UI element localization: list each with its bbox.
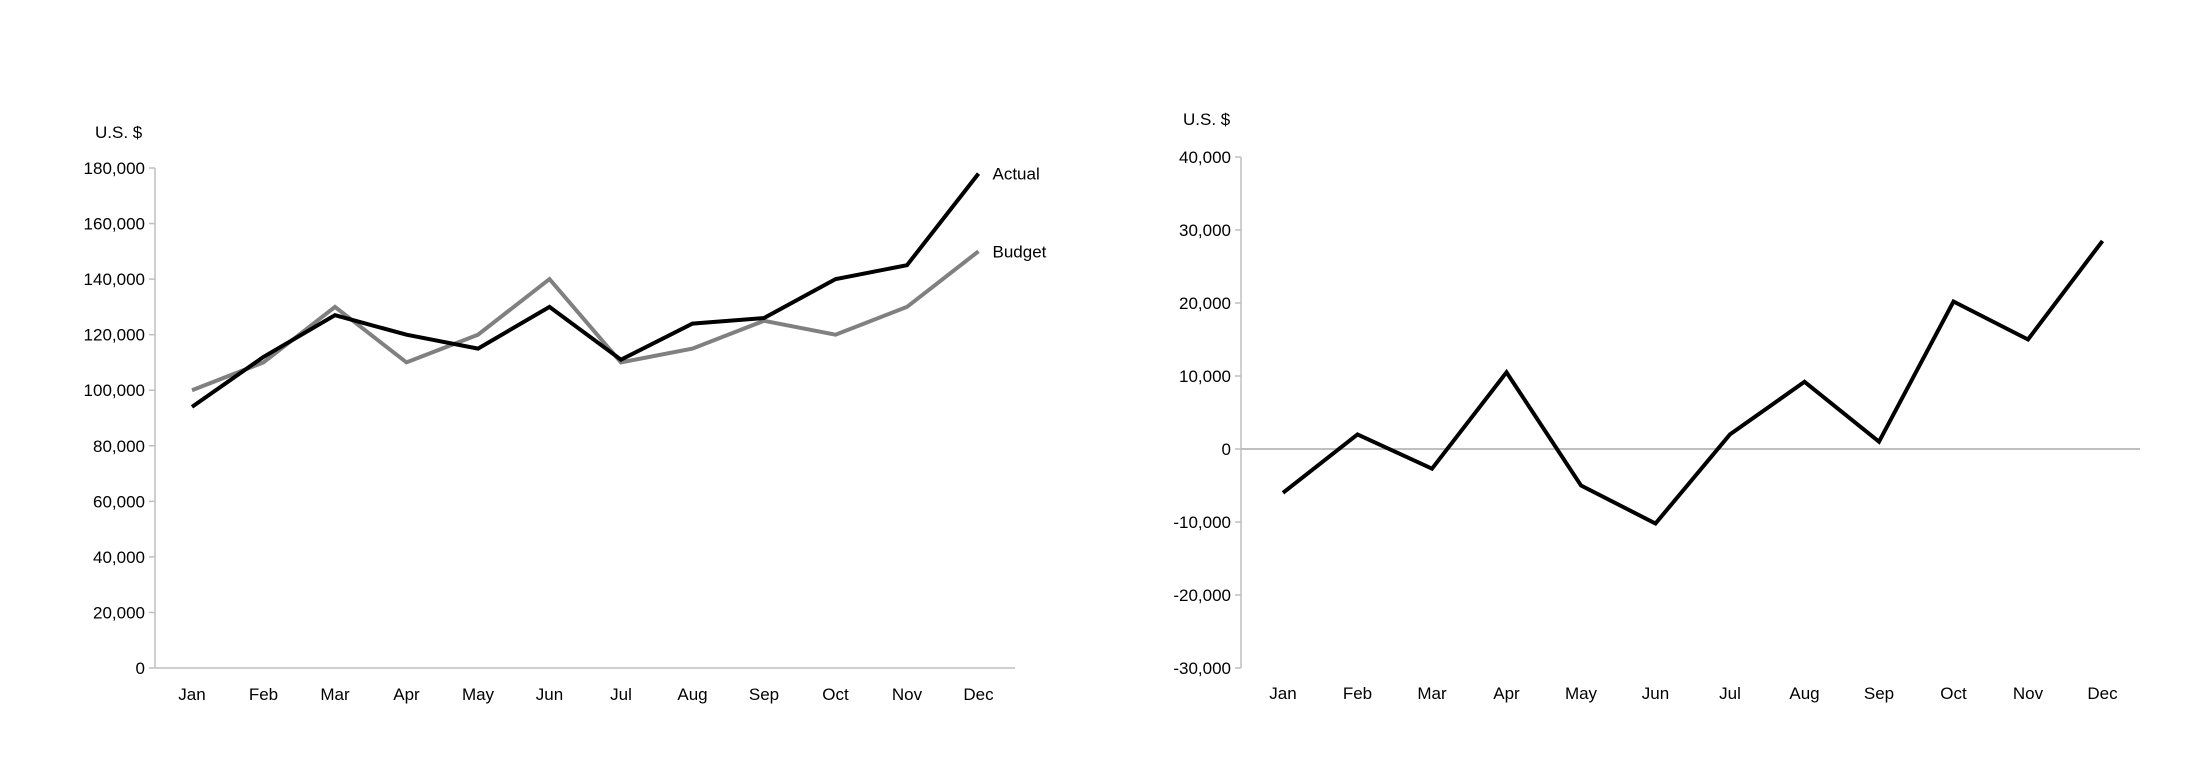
x-tick-label: Apr (1493, 684, 1520, 703)
y-tick-label: 30,000 (1179, 221, 1231, 240)
y-tick-label: 20,000 (93, 603, 145, 622)
x-tick-label: Jan (178, 685, 205, 704)
y-tick-label: 10,000 (1179, 367, 1231, 386)
x-tick-label: Apr (393, 685, 420, 704)
y-tick-label: -20,000 (1173, 586, 1231, 605)
y-tick-label: 0 (136, 659, 145, 678)
y-tick-label: 60,000 (93, 492, 145, 511)
y-tick-label: 40,000 (93, 548, 145, 567)
series-line-actual (190, 172, 981, 409)
y-tick-label: 40,000 (1179, 148, 1231, 167)
y-tick-label: 20,000 (1179, 294, 1231, 313)
chart-2-ylabel: U.S. $ (1183, 110, 1231, 129)
x-tick-label: May (462, 685, 495, 704)
chart-1-ylabel: U.S. $ (95, 123, 143, 142)
x-tick-label: Sep (749, 685, 779, 704)
y-tick-label: 180,000 (84, 159, 145, 178)
y-tick-label: 120,000 (84, 326, 145, 345)
x-tick-label: Feb (1343, 684, 1372, 703)
x-tick-label: Aug (677, 685, 707, 704)
y-tick-label: -30,000 (1173, 659, 1231, 678)
x-tick-label: Jun (536, 685, 563, 704)
y-tick-label: 100,000 (84, 381, 145, 400)
x-tick-label: Mar (320, 685, 350, 704)
y-tick-label: 160,000 (84, 215, 145, 234)
y-tick-label: -10,000 (1173, 513, 1231, 532)
y-tick-label: 0 (1222, 440, 1231, 459)
series-label-actual: Actual (993, 165, 1040, 184)
x-tick-label: Oct (822, 685, 849, 704)
x-tick-label: Jan (1269, 684, 1296, 703)
x-tick-label: Jun (1642, 684, 1669, 703)
x-tick-label: Dec (2087, 684, 2118, 703)
x-tick-label: Aug (1789, 684, 1819, 703)
x-tick-label: Sep (1864, 684, 1894, 703)
series-label-budget: Budget (993, 242, 1047, 261)
y-tick-label: 80,000 (93, 437, 145, 456)
x-tick-label: Nov (892, 685, 923, 704)
x-tick-label: Oct (1940, 684, 1967, 703)
x-tick-label: Dec (963, 685, 994, 704)
x-tick-label: May (1565, 684, 1598, 703)
series-line-budget (191, 249, 980, 393)
chart-actual-vs-budget: U.S. $ 0 20,000 40,000 60,000 80,000 100,000 1… (84, 123, 1047, 704)
chart-variance: U.S. $ -30,000 -20,000 -10,000 0 10,000 20,00… (1173, 110, 2140, 703)
x-tick-label: Nov (2013, 684, 2044, 703)
x-tick-label: Mar (1417, 684, 1447, 703)
x-tick-label: Feb (249, 685, 278, 704)
series-line-variance (1281, 239, 2105, 527)
y-tick-label: 140,000 (84, 270, 145, 289)
x-tick-label: Jul (610, 685, 632, 704)
x-tick-label: Jul (1719, 684, 1741, 703)
